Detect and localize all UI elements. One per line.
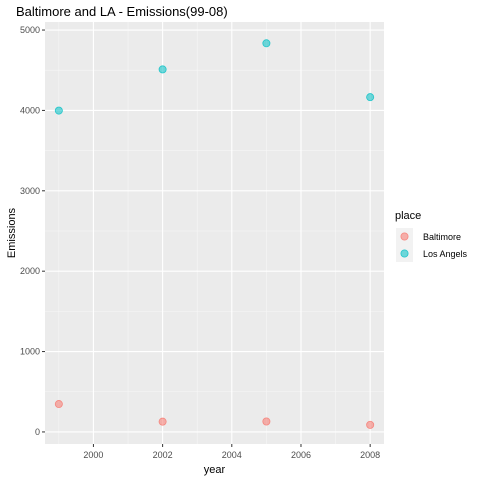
point-baltimore [262,417,271,426]
x-tick-label: 2008 [360,450,380,460]
point-los-angels [54,106,63,115]
y-tick-label: 1000 [20,347,40,357]
y-tick-label: 2000 [20,266,40,276]
y-tick-label: 0 [35,427,40,437]
x-tick-label: 2004 [222,450,242,460]
x-axis: 2000 2002 2004 2006 2008 [83,444,380,460]
y-axis-title: Emissions [6,207,18,258]
legend-marker-los-angels [400,249,409,258]
x-axis-title: year [204,464,226,476]
plot-panel [45,22,384,444]
legend-title: place [395,210,421,222]
chart-title: Baltimore and LA - Emissions(99-08) [16,4,228,19]
y-axis: 0 1000 2000 3000 4000 5000 [20,25,45,437]
legend-label-los-angels: Los Angels [423,249,468,259]
y-tick-label: 3000 [20,186,40,196]
legend: place Baltimore Los Angels [395,210,468,262]
point-baltimore [366,420,375,429]
point-los-angels [366,93,375,102]
legend-marker-baltimore [400,232,409,241]
x-tick-label: 2000 [83,450,103,460]
x-tick-label: 2002 [153,450,173,460]
y-tick-label: 5000 [20,25,40,35]
point-los-angels [262,39,271,48]
point-baltimore [158,417,167,426]
point-los-angels [158,65,167,74]
point-baltimore [54,400,63,409]
minor-gridlines [45,22,384,444]
y-tick-label: 4000 [20,105,40,115]
x-tick-label: 2006 [291,450,311,460]
data-points [54,39,375,429]
legend-label-baltimore: Baltimore [423,232,461,242]
major-gridlines [45,22,384,444]
